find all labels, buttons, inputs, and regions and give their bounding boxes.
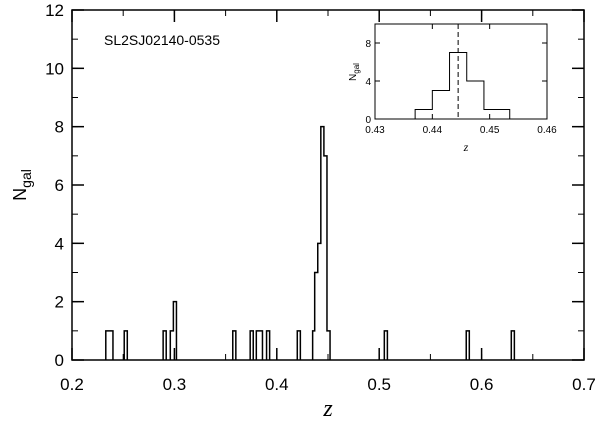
y-tick-label: 12 — [45, 1, 64, 20]
inset-y-axis-label: Ngal — [348, 63, 361, 81]
main-title: SL2SJ02140-0535 — [104, 32, 220, 48]
inset-plot: 0.43 0.44 0.45 0.46 0 4 8 z Ngal — [348, 23, 557, 154]
y-tick-label: 6 — [55, 176, 64, 195]
y-tick-label: 8 — [365, 39, 371, 50]
main-y-axis-label: Ngal — [10, 169, 34, 201]
x-tick-label: 0.2 — [60, 375, 84, 394]
main-plot: 0.2 0.3 0.4 0.5 0.6 0.7 0 2 4 6 8 10 12 SL2SJ02140-… — [10, 1, 596, 422]
y-tick-label: 10 — [45, 59, 64, 78]
y-tick-label: 2 — [55, 293, 64, 312]
x-tick-label: 0.46 — [537, 125, 557, 136]
main-x-axis-label: z — [322, 396, 333, 422]
y-tick-label: 8 — [55, 118, 64, 137]
y-tick-label: 4 — [365, 77, 371, 88]
main-y-ticks: 0 2 4 6 8 10 12 — [45, 1, 584, 370]
svg-text:Ngal: Ngal — [10, 169, 34, 201]
x-tick-label: 0.7 — [572, 375, 596, 394]
x-tick-label: 0.5 — [367, 375, 391, 394]
x-tick-label: 0.6 — [470, 375, 494, 394]
main-x-ticks: 0.2 0.3 0.4 0.5 0.6 0.7 — [60, 10, 596, 394]
y-tick-label: 4 — [55, 234, 64, 253]
inset-x-axis-label: z — [463, 140, 469, 154]
x-tick-label: 0.3 — [163, 375, 187, 394]
main-y-axis-label-main: N — [10, 188, 30, 201]
svg-text:Ngal: Ngal — [348, 63, 361, 81]
inset-x-ticks: 0.43 0.44 0.45 0.46 — [365, 24, 557, 136]
inset-y-ticks: 0 4 8 — [365, 39, 547, 126]
x-tick-label: 0.43 — [365, 125, 385, 136]
inset-y-axis-label-sub: gal — [352, 63, 361, 74]
x-tick-label: 0.45 — [480, 125, 500, 136]
y-tick-label: 0 — [365, 115, 371, 126]
main-y-axis-label-sub: gal — [18, 169, 34, 188]
inset-y-axis-label-main: N — [348, 74, 359, 81]
main-histogram-outline — [105, 125, 516, 360]
y-tick-label: 0 — [55, 351, 64, 370]
x-tick-label: 0.44 — [423, 125, 443, 136]
x-tick-label: 0.4 — [265, 375, 289, 394]
inset-plot-frame — [374, 23, 548, 120]
